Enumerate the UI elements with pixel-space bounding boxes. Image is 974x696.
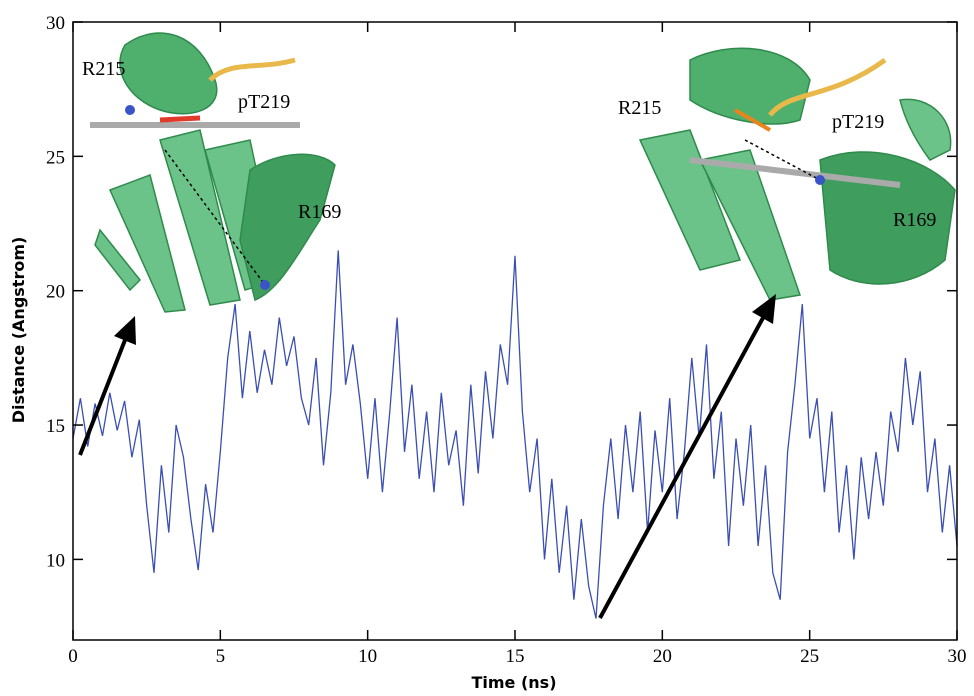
y-tick-label: 20 [46,282,65,303]
residue-label: R169 [893,209,936,231]
residue-label: R169 [298,201,341,223]
x-tick-label: 15 [506,646,525,667]
y-tick-label: 25 [46,147,65,168]
residue-label: pT219 [238,91,290,113]
x-tick-label: 10 [358,646,377,667]
x-tick-label: 30 [948,646,967,667]
plot-area [72,250,958,619]
data-line [72,250,958,619]
residue-label: R215 [618,97,661,119]
x-tick-label: 20 [653,646,672,667]
y-axis-label: Distance (Angstrom) [9,237,28,424]
arrow [78,294,776,619]
plot-frame [72,21,958,641]
residue-label: R215 [82,58,125,80]
x-axis-label: Time (ns) [471,673,556,692]
residue-label: pT219 [832,111,884,133]
x-tick-label: 25 [800,646,819,667]
inset-structure [638,47,956,301]
inset-structure [90,32,336,313]
y-tick-label: 15 [46,416,65,437]
y-tick-label: 30 [46,13,65,34]
x-tick-label: 5 [216,646,226,667]
y-tick-label: 10 [46,550,65,571]
x-tick-label: 0 [68,646,78,667]
